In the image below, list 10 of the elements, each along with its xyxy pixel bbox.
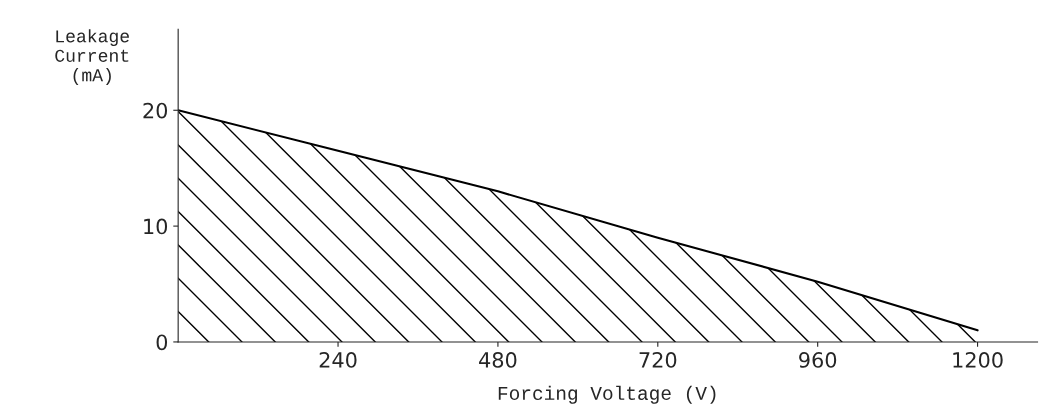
x-tick-label: 720 [639,352,677,368]
x-axis-title: Forcing Voltage (V) [498,385,716,404]
x-tick-label: 960 [799,352,837,368]
y-tick-label: 0 [156,334,168,351]
x-tick-label: 240 [319,352,357,368]
x-tick-label: 480 [479,352,517,368]
x-tick-label: 1200 [953,352,1003,368]
y-axis-title: Leakage Current (mA) [55,29,129,85]
y-tick-label: 20 [143,102,168,119]
y-tick-label: 10 [144,218,168,235]
